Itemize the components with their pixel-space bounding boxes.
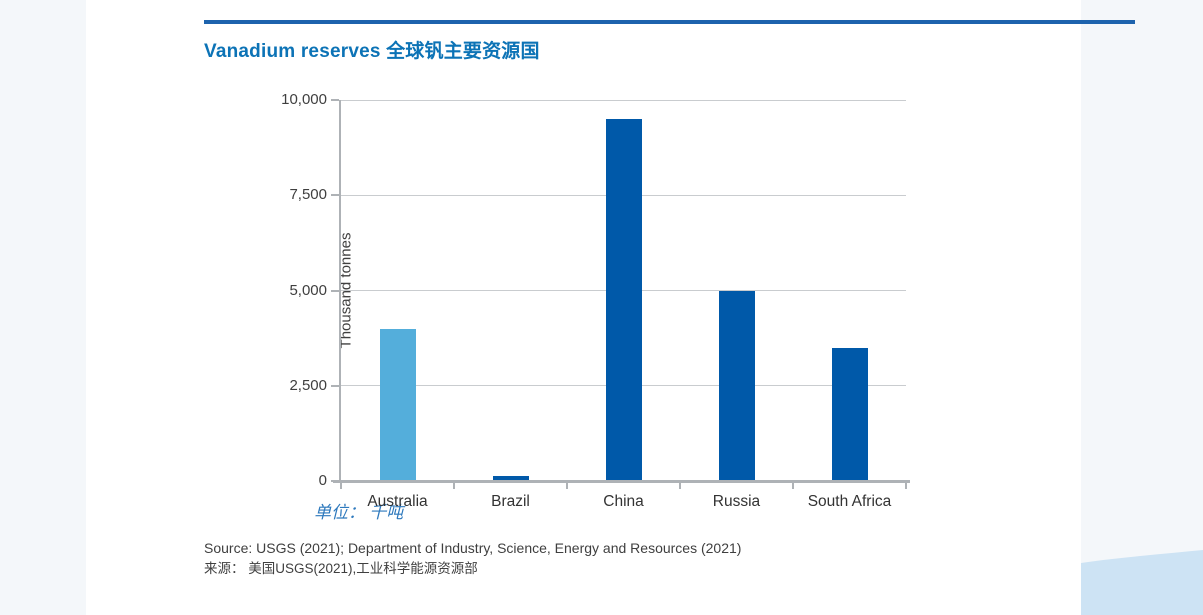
title-accent-rule xyxy=(204,20,1135,24)
y-tick-mark xyxy=(331,289,339,292)
x-tick-label-australia: Australia xyxy=(367,493,428,510)
x-tick-label-south-africa: South Africa xyxy=(807,493,892,510)
y-tick-label: 2,500 xyxy=(289,376,327,394)
chart-title-chinese: 全球钒主要资源国 xyxy=(386,41,540,62)
chart-title-english: Vanadium reserves xyxy=(204,41,381,62)
bar-south-africa xyxy=(831,347,868,481)
bar-china xyxy=(605,119,642,481)
bar-australia xyxy=(379,328,416,481)
chart-title: Vanadium reserves 全球钒主要资源国 xyxy=(204,36,540,63)
x-tick-label-brazil: Brazil xyxy=(491,493,530,510)
decorative-wave-shape xyxy=(1081,550,1203,615)
y-tick-label: 5,000 xyxy=(289,281,327,299)
x-tick-mark xyxy=(566,483,568,489)
y-tick-label: 0 xyxy=(318,472,327,489)
y-tick-label: 7,500 xyxy=(289,186,327,204)
y-tick-mark xyxy=(331,194,339,197)
left-margin-strip xyxy=(0,0,86,615)
source-text-english: Source: USGS (2021); Department of Indus… xyxy=(204,540,742,556)
right-margin-strip xyxy=(1081,0,1203,615)
x-tick-mark xyxy=(453,483,455,489)
y-tick-label: 10,000 xyxy=(281,91,327,108)
y-tick-mark xyxy=(331,99,339,101)
x-tick-mark xyxy=(905,483,907,489)
y-axis-line xyxy=(339,100,341,483)
x-tick-label-russia: Russia xyxy=(712,493,761,510)
bar-russia xyxy=(718,290,755,481)
gridline xyxy=(341,99,906,101)
source-text-chinese: 来源： 美国USGS(2021),工业科学能源资源部 xyxy=(204,561,478,576)
x-tick-mark xyxy=(340,483,342,489)
x-axis-line xyxy=(333,480,910,483)
x-tick-mark xyxy=(679,483,681,489)
unit-note: 单位： 千吨 xyxy=(314,503,404,522)
y-tick-mark xyxy=(331,384,339,387)
x-tick-label-china: China xyxy=(603,493,644,510)
x-tick-mark xyxy=(792,483,794,489)
bar-brazil xyxy=(492,476,529,481)
report-card: Vanadium reserves 全球钒主要资源国 Thousand tonn… xyxy=(86,0,1135,615)
